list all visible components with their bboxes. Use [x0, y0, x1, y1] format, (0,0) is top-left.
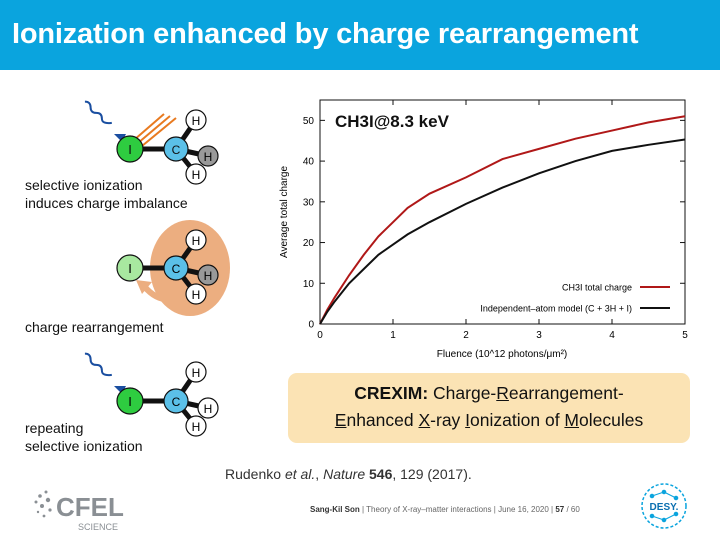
crexim-initial: M	[564, 410, 579, 430]
crexim-initial: X	[418, 410, 431, 430]
crexim-text: -ray	[430, 410, 466, 430]
y-axis-label: Average total charge	[279, 166, 290, 259]
caption-step3: repeating selective ionization	[25, 420, 143, 454]
molecule-diagram-ionization: I C H H H	[84, 100, 219, 185]
iodine-label: I	[128, 394, 132, 409]
chart-title: CH3I@8.3 keV	[335, 112, 450, 131]
carbon-atom	[163, 255, 189, 281]
y-tick-label: 20	[303, 238, 315, 249]
x-tick-label: 3	[536, 330, 542, 341]
carbon-label: C	[172, 395, 181, 409]
molecule-diagram-rearrangement: I C H H H	[116, 220, 230, 316]
hydrogen-atom	[197, 397, 219, 419]
x-tick-label: 4	[609, 330, 615, 341]
hydrogen-atom	[185, 163, 207, 185]
hydrogen-label: H	[192, 114, 201, 128]
legend-entry: CH3I total charge	[562, 283, 632, 293]
x-tick-label: 0	[317, 330, 323, 341]
carbon-atom	[163, 136, 189, 162]
crexim-text: olecules	[579, 410, 644, 430]
desy-logo: DESY.	[641, 483, 687, 529]
legend-entry: Independent–atom model (C + 3H + I)	[480, 304, 632, 314]
desy-logo-text: DESY.	[650, 502, 679, 513]
footer-author: Sang-Kil Son	[310, 505, 360, 514]
slide-title: Ionization enhanced by charge rearrangem…	[12, 18, 639, 50]
hydrogen-atom	[185, 109, 207, 131]
footer-date: June 16, 2020	[498, 505, 549, 514]
hydrogen-label: H	[192, 288, 201, 302]
hydrogen-label: H	[192, 168, 201, 182]
caption-step2: charge rearrangement	[25, 319, 164, 335]
title-bar: Ionization enhanced by charge rearrangem…	[0, 0, 720, 70]
hydrogen-label: H	[192, 420, 201, 434]
caption-step1: selective ionization induces charge imba…	[25, 177, 188, 211]
crexim-label: CREXIM:	[354, 383, 429, 403]
x-tick-label: 5	[682, 330, 688, 341]
y-tick-label: 50	[303, 116, 315, 127]
crexim-text: earrangement-	[508, 383, 624, 403]
y-tick-label: 0	[308, 320, 314, 331]
rearrangement-arrow-head	[136, 280, 152, 294]
hydrogen-atom	[185, 229, 207, 251]
crexim-line1: Charge-Rearrangement-	[428, 383, 624, 403]
iodine-atom	[116, 387, 144, 415]
carbon-label: C	[172, 262, 181, 276]
plot-frame	[319, 99, 686, 325]
carbon-atom	[163, 388, 189, 414]
cfel-logo-sub: SCIENCE	[78, 522, 118, 532]
xray-wavy-arrow	[84, 100, 112, 125]
desy-network-icon	[649, 489, 679, 523]
cfel-logo-text: CFEL	[56, 492, 124, 522]
crexim-initial: I	[465, 410, 471, 430]
crexim-text: Charge-	[428, 383, 497, 403]
cfel-logo: CFEL SCIENCE	[34, 490, 124, 532]
iodine-atom	[116, 135, 144, 163]
x-tick-label: 2	[463, 330, 469, 341]
charge-cloud	[150, 220, 230, 316]
reference: Rudenko et al., Nature 546, 129 (2017).	[225, 466, 472, 482]
crexim-initial: R	[496, 383, 509, 403]
hydrogen-atom	[185, 361, 207, 383]
hydrogen-label: H	[192, 234, 201, 248]
footer: Sang-Kil Son | Theory of X-ray–matter in…	[310, 505, 580, 514]
iodine-label: I	[128, 261, 132, 276]
x-axis-label: Fluence (10^12 photons/μm²)	[437, 349, 568, 360]
cfel-dots-icon	[34, 490, 52, 518]
crexim-initial: E	[334, 410, 347, 430]
rearrangement-arrow	[141, 283, 190, 303]
hydrogen-atom	[185, 283, 207, 305]
electron-arrows	[133, 113, 177, 147]
hydrogen-label: H	[192, 366, 201, 380]
crexim-line2: Enhanced X-ray Ionization of Molecules	[288, 407, 690, 434]
footer-total: / 60	[566, 505, 580, 514]
footer-page: 57	[555, 505, 565, 514]
iodine-label: I	[128, 142, 132, 157]
hydrogen-atom	[197, 145, 219, 167]
iodine-atom	[116, 254, 144, 282]
footer-talk: Theory of X-ray–matter interactions	[366, 505, 492, 514]
hydrogen-label: H	[204, 402, 213, 416]
y-tick-label: 40	[303, 157, 315, 168]
crexim-text: onization of	[470, 410, 565, 430]
carbon-label: C	[172, 143, 181, 157]
hydrogen-label: H	[204, 150, 213, 164]
hydrogen-label: H	[204, 269, 213, 283]
y-tick-label: 30	[303, 197, 315, 208]
crexim-box: CREXIM: Charge-Rearrangement- Enhanced X…	[288, 373, 690, 443]
hydrogen-atom	[185, 415, 207, 437]
xray-wavy-arrow	[84, 352, 112, 377]
series-line-2	[319, 138, 686, 325]
crexim-text: nhanced	[346, 410, 419, 430]
molecule-diagram-repeat: I C H H H	[84, 352, 219, 437]
y-tick-label: 10	[303, 279, 315, 290]
x-tick-label: 1	[390, 330, 396, 341]
hydrogen-atom	[197, 264, 219, 286]
series-line-1	[319, 115, 686, 325]
